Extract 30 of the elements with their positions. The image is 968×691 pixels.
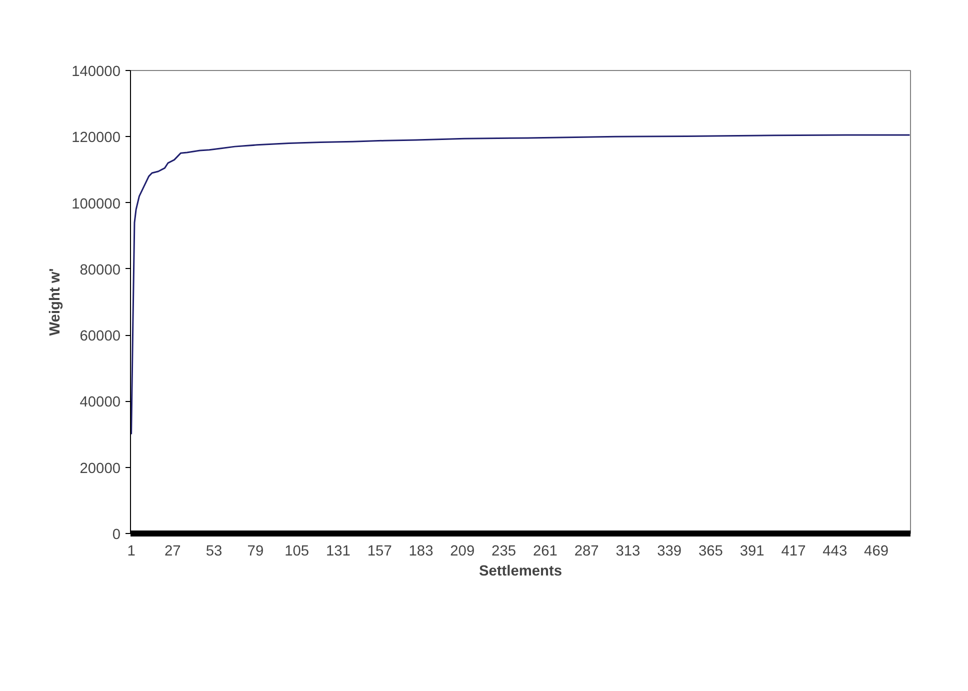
x-tick-label: 1 <box>127 544 136 560</box>
x-tick-label: 183 <box>408 544 434 560</box>
y-tick-label: 0 <box>112 527 121 543</box>
y-tick-label: 40000 <box>80 394 121 411</box>
y-tick-label: 80000 <box>80 262 121 278</box>
x-tick-label: 287 <box>574 544 599 560</box>
x-tick-label: 27 <box>164 544 181 560</box>
x-tick-label: 469 <box>864 544 889 560</box>
x-tick-label: 131 <box>326 544 350 560</box>
x-tick-label: 365 <box>698 544 723 560</box>
y-tick-label: 60000 <box>80 328 121 345</box>
x-tick-label: 157 <box>367 544 392 560</box>
x-tick-label: 443 <box>822 544 848 560</box>
line-series <box>130 134 910 436</box>
y-axis-title: Weight w' <box>48 268 64 336</box>
x-tick-label: 391 <box>740 544 764 560</box>
x-tick-label: 339 <box>657 544 682 560</box>
y-tick-label: 120000 <box>72 130 121 146</box>
x-tick-label: 235 <box>492 544 516 560</box>
x-tick-label: 209 <box>450 544 475 560</box>
x-tick-label: 313 <box>616 544 640 560</box>
x-tick-label: 105 <box>284 544 310 560</box>
x-tick-label: 53 <box>206 544 222 560</box>
x-tick-label: 79 <box>247 544 264 560</box>
x-tick-label: 417 <box>781 544 806 560</box>
y-tick-label: 20000 <box>80 460 121 477</box>
x-tick-label: 261 <box>532 544 558 560</box>
y-tick-label: 140000 <box>72 64 121 80</box>
y-tick-label: 100000 <box>72 196 121 212</box>
x-axis-title: Settlements <box>478 564 562 580</box>
